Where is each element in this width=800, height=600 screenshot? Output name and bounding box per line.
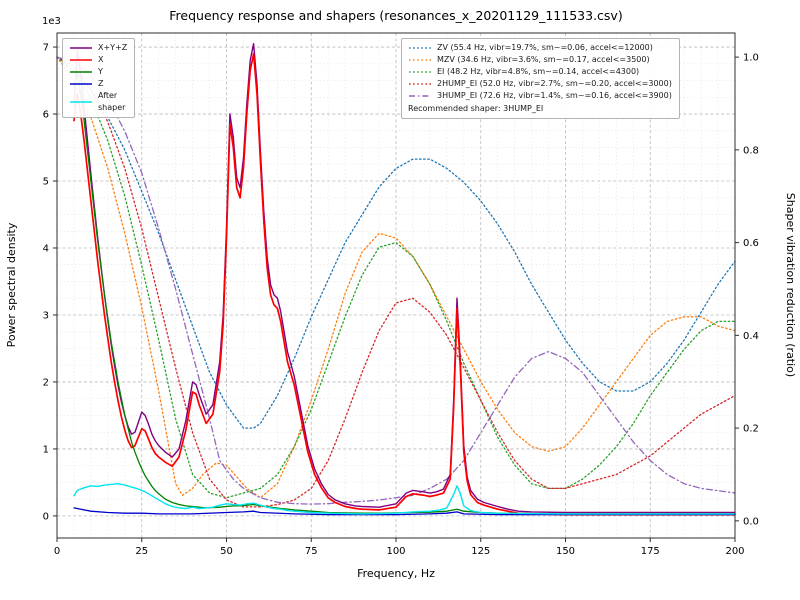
right-tick-label: 1.0 — [743, 53, 759, 64]
2hump_ei-legend-line — [409, 83, 431, 85]
x-tick-label: 125 — [471, 546, 490, 557]
zv-legend-line — [409, 47, 431, 49]
legend-label: 2HUMP_EI (52.0 Hz, vibr=2.7%, sm~=0.20, … — [437, 79, 672, 88]
right-tick-label: 0.8 — [743, 145, 759, 156]
series-3hump_ei — [56, 56, 736, 505]
x-tick-label: 175 — [641, 546, 660, 557]
legend-item-sum: X+Y+Z — [69, 42, 127, 54]
series-x — [73, 52, 736, 516]
legend-label: 3HUMP_EI (72.6 Hz, vibr=1.4%, sm~=0.16, … — [437, 91, 672, 100]
right-tick-label: 0.0 — [743, 516, 759, 527]
series-2hump_ei — [56, 56, 736, 508]
legend-label: MZV (34.6 Hz, vibr=3.6%, sm~=0.17, accel… — [437, 55, 650, 64]
x-tick-label: 100 — [386, 546, 405, 557]
series-ei — [56, 56, 736, 499]
left-axis-label: Power spectral density — [5, 222, 18, 347]
legend-shapers: ZV (55.4 Hz, vibr=19.7%, sm~=0.06, accel… — [401, 38, 680, 119]
after-legend-line — [70, 101, 92, 103]
legend-item-zv: ZV (55.4 Hz, vibr=19.7%, sm~=0.06, accel… — [408, 42, 672, 54]
left-axis-offset-label: 1e3 — [42, 16, 61, 27]
x-tick-label: 25 — [135, 546, 148, 557]
x-legend-line — [70, 59, 92, 61]
z-legend-line — [70, 83, 92, 85]
legend-item-z: Z — [69, 78, 127, 90]
series-z — [73, 507, 736, 516]
x-axis-label: Frequency, Hz — [357, 567, 435, 580]
legend-label: X — [98, 55, 104, 64]
x-tick-label: 150 — [556, 546, 575, 557]
legend-item-2hump_ei: 2HUMP_EI (52.0 Hz, vibr=2.7%, sm~=0.20, … — [408, 78, 672, 90]
series-mzv — [56, 56, 736, 499]
chart-title: Frequency response and shapers (resonanc… — [169, 8, 622, 23]
legend-item-y: Y — [69, 66, 127, 78]
grid — [56, 33, 736, 538]
recommended-shaper-note: Recommended shaper: 3HUMP_EI — [408, 104, 544, 113]
right-tick-label: 0.2 — [743, 424, 759, 435]
legend-label: X+Y+Z — [98, 43, 128, 52]
x-tick-label: 0 — [54, 546, 60, 557]
legend-label: Z — [98, 79, 104, 88]
left-tick-label: 2 — [43, 377, 49, 388]
left-tick-label: 4 — [43, 243, 49, 254]
legend-item-after: After shaper — [69, 90, 127, 114]
sum-legend-line — [70, 47, 92, 49]
legend-label: ZV (55.4 Hz, vibr=19.7%, sm~=0.06, accel… — [437, 43, 653, 52]
tick-layer: 0 25 50 75 100 125 150 175 200 0 1 2 3 4 5 6 7 0.0 0.2 0.4 0… — [43, 43, 759, 557]
left-tick-label: 7 — [43, 43, 49, 54]
y-legend-line — [70, 71, 92, 73]
x-tick-label: 200 — [725, 546, 744, 557]
left-tick-label: 1 — [43, 444, 49, 455]
legend-label: EI (48.2 Hz, vibr=4.8%, sm~=0.14, accel<… — [437, 67, 640, 76]
legend-label: Y — [98, 67, 103, 76]
left-tick-label: 0 — [43, 511, 49, 522]
ei-legend-line — [409, 71, 431, 73]
mzv-legend-line — [409, 59, 431, 61]
plot-border — [56, 32, 736, 539]
series-after — [73, 483, 736, 515]
x-tick-label: 75 — [305, 546, 318, 557]
left-tick-label: 3 — [43, 310, 49, 321]
legend-item-3hump_ei: 3HUMP_EI (72.6 Hz, vibr=1.4%, sm~=0.16, … — [408, 90, 672, 102]
left-tick-label: 5 — [43, 177, 49, 188]
right-tick-label: 0.4 — [743, 331, 759, 342]
legend-item-ei: EI (48.2 Hz, vibr=4.8%, sm~=0.14, accel<… — [408, 66, 672, 78]
series-layer — [56, 43, 736, 516]
series-zv — [56, 56, 736, 429]
legend-item-x: X — [69, 54, 127, 66]
legend-item-mzv: MZV (34.6 Hz, vibr=3.6%, sm~=0.17, accel… — [408, 54, 672, 66]
right-tick-label: 0.6 — [743, 238, 759, 249]
x-tick-label: 50 — [220, 546, 233, 557]
legend-label: After shaper — [98, 91, 126, 112]
legend-psd: X+Y+Z X Y Z After shaper — [62, 38, 136, 118]
right-axis-label: Shaper vibration reduction (ratio) — [784, 193, 797, 377]
3hump_ei-legend-line — [409, 95, 431, 97]
series-y — [73, 73, 736, 515]
left-tick-label: 6 — [43, 110, 49, 121]
